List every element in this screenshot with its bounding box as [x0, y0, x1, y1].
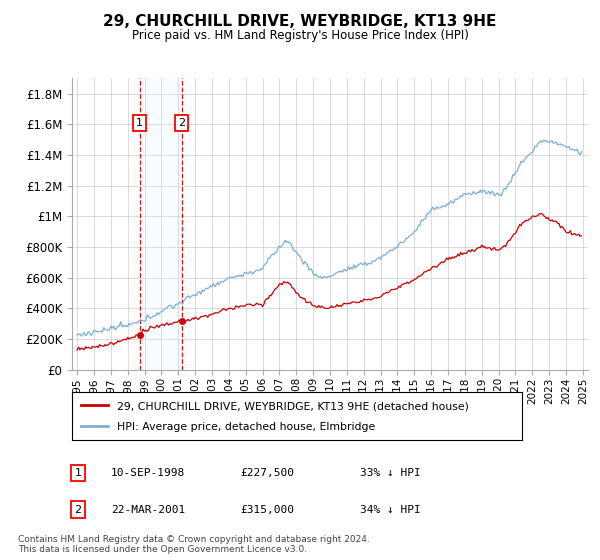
Text: 22-MAR-2001: 22-MAR-2001 [111, 505, 185, 515]
Text: Price paid vs. HM Land Registry's House Price Index (HPI): Price paid vs. HM Land Registry's House … [131, 29, 469, 42]
Text: 33% ↓ HPI: 33% ↓ HPI [360, 468, 421, 478]
Text: Contains HM Land Registry data © Crown copyright and database right 2024.
This d: Contains HM Land Registry data © Crown c… [18, 535, 370, 554]
Text: 29, CHURCHILL DRIVE, WEYBRIDGE, KT13 9HE: 29, CHURCHILL DRIVE, WEYBRIDGE, KT13 9HE [103, 14, 497, 29]
Text: 1: 1 [74, 468, 82, 478]
Text: 2: 2 [178, 118, 185, 128]
Text: 34% ↓ HPI: 34% ↓ HPI [360, 505, 421, 515]
Text: £227,500: £227,500 [240, 468, 294, 478]
Bar [140, 78, 182, 370]
Text: £315,000: £315,000 [240, 505, 294, 515]
Text: 10-SEP-1998: 10-SEP-1998 [111, 468, 185, 478]
Text: HPI: Average price, detached house, Elmbridge: HPI: Average price, detached house, Elmb… [117, 422, 375, 432]
Text: 1: 1 [136, 118, 143, 128]
Text: 29, CHURCHILL DRIVE, WEYBRIDGE, KT13 9HE (detached house): 29, CHURCHILL DRIVE, WEYBRIDGE, KT13 9HE… [117, 402, 469, 411]
Text: 2: 2 [74, 505, 82, 515]
